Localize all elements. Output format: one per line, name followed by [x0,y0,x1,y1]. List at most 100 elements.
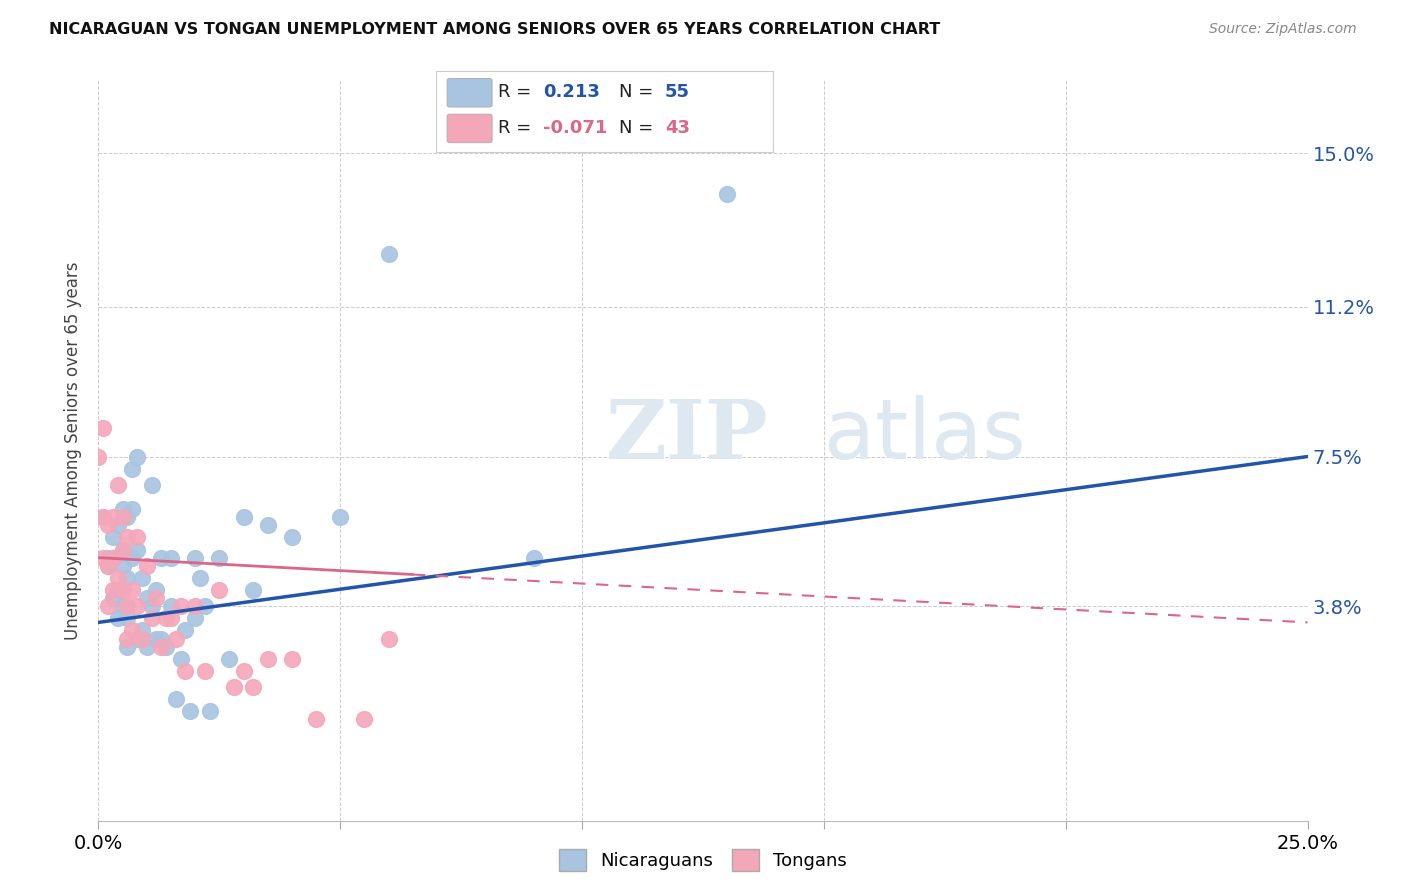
Point [107,518,129,533]
Point [218,652,240,666]
Legend: Nicaraguans, Tongans: Nicaraguans, Tongans [553,842,853,879]
Point [155,611,177,625]
Point [184,550,207,565]
Point [121,624,143,638]
Point [232,510,254,524]
Text: ZIP: ZIP [606,396,769,475]
Point [107,582,129,597]
Point [121,582,143,597]
Point [131,632,153,646]
Point [111,599,134,614]
Point [188,571,211,585]
Point [160,599,183,614]
Point [121,461,143,475]
Point [107,571,129,585]
Point [716,186,738,201]
Point [111,558,134,573]
Text: NICARAGUAN VS TONGAN UNEMPLOYMENT AMONG SENIORS OVER 65 YEARS CORRELATION CHART: NICARAGUAN VS TONGAN UNEMPLOYMENT AMONG … [49,22,941,37]
Point [150,550,173,565]
Point [232,664,254,678]
Point [165,632,187,646]
Text: R =: R = [498,119,531,136]
Point [127,632,149,646]
Point [131,624,153,638]
Point [179,705,201,719]
Point [281,531,304,545]
Point [198,705,221,719]
Point [91,550,114,565]
Point [101,531,124,545]
Point [256,518,278,533]
Point [141,599,163,614]
Point [97,599,120,614]
Point [174,624,197,638]
Point [160,611,183,625]
Text: R =: R = [498,83,531,101]
Point [281,652,304,666]
Point [107,611,129,625]
Point [135,558,157,573]
Point [91,510,114,524]
Point [169,652,191,666]
Point [111,582,134,597]
Point [145,582,167,597]
Text: Source: ZipAtlas.com: Source: ZipAtlas.com [1209,22,1357,37]
Point [117,571,139,585]
Point [131,571,153,585]
Point [127,450,149,464]
Point [194,599,217,614]
Point [208,550,231,565]
Point [165,692,187,706]
Point [155,640,177,654]
Point [97,518,120,533]
Point [169,599,191,614]
Point [127,599,149,614]
Point [523,550,546,565]
Text: atlas: atlas [824,395,1025,476]
Point [97,558,120,573]
Point [135,591,157,606]
Point [222,680,245,694]
Text: 55: 55 [665,83,690,101]
Point [101,582,124,597]
Point [97,558,120,573]
Point [111,502,134,516]
Point [141,478,163,492]
Point [194,664,217,678]
Point [117,611,139,625]
Point [117,632,139,646]
Y-axis label: Unemployment Among Seniors over 65 years: Unemployment Among Seniors over 65 years [65,261,83,640]
Point [329,510,352,524]
Text: N =: N = [619,83,652,101]
Point [208,582,231,597]
Point [127,531,149,545]
Point [145,591,167,606]
Point [101,550,124,565]
Point [242,582,264,597]
Point [242,680,264,694]
Point [256,652,278,666]
Point [111,542,134,557]
Point [117,599,139,614]
Point [121,502,143,516]
Point [97,550,120,565]
Point [141,611,163,625]
Text: -0.071: -0.071 [543,119,607,136]
Point [91,510,114,524]
Point [91,421,114,435]
Point [160,550,183,565]
Point [174,664,197,678]
Point [127,542,149,557]
Point [87,450,110,464]
Point [107,478,129,492]
Point [145,632,167,646]
Point [121,550,143,565]
Point [117,640,139,654]
Point [111,510,134,524]
Point [377,632,399,646]
Point [184,599,207,614]
Point [135,640,157,654]
Point [150,632,173,646]
Point [101,510,124,524]
Point [117,510,139,524]
